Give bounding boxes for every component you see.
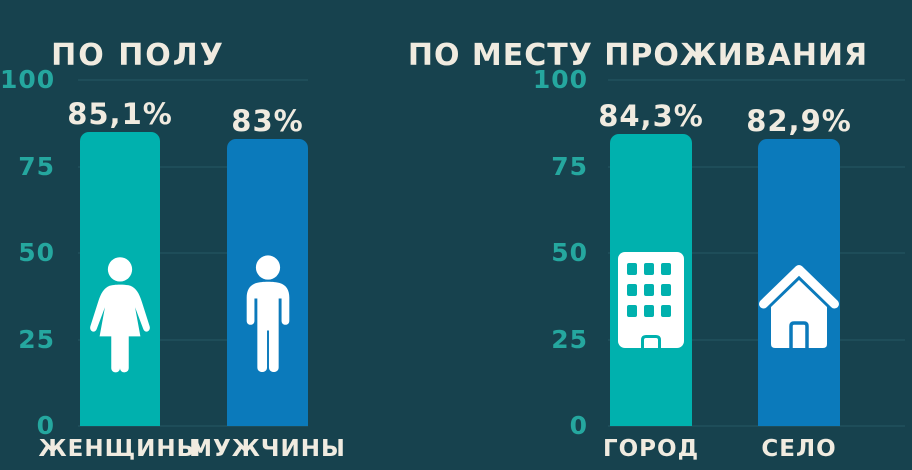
gridline [78, 252, 308, 254]
value-label: 85,1% [67, 96, 173, 131]
building-icon [618, 252, 684, 348]
bar-men: 83% [227, 106, 308, 426]
gridline [608, 425, 905, 427]
house-icon [759, 265, 839, 348]
category-label-men: МУЖЧИНЫ [189, 436, 346, 462]
y-tick-label: 0 [569, 411, 588, 440]
bar-column-village: 82,9% СЕЛО [746, 80, 851, 461]
y-tick-label: 100 [0, 65, 56, 94]
gridline [78, 425, 308, 427]
category-label-village: СЕЛО [761, 436, 837, 462]
chart-by-gender: ПО ПОЛУ 100 75 50 25 0 85,1% [0, 37, 345, 461]
chart-by-residence: ПО МЕСТУ ПРОЖИВАНИЯ 100 75 50 25 0 84,3% [408, 0, 912, 470]
value-label: 82,9% [746, 104, 852, 139]
bar-column-men: 83% МУЖЧИНЫ [189, 80, 345, 460]
bar-village: 82,9% [746, 107, 851, 426]
category-label-women: ЖЕНЩИНЫ [38, 436, 202, 462]
gridline [78, 338, 308, 341]
chart-title: ПО МЕСТУ ПРОЖИВАНИЯ [407, 37, 869, 73]
y-tick-label: 25 [18, 324, 55, 354]
gridline [608, 79, 905, 81]
bar-city: 84,3% [598, 102, 703, 426]
y-tick-label: 0 [36, 411, 55, 440]
y-tick-label: 75 [551, 151, 588, 181]
chart-title: ПО ПОЛУ [51, 37, 225, 73]
bar-column-women: 85,1% ЖЕНЩИНЫ [39, 80, 201, 460]
gridline [78, 165, 308, 168]
y-axis: 100 75 50 25 0 [456, 67, 588, 438]
bar-women: 85,1% [67, 99, 172, 426]
plot-area: 85,1% ЖЕНЩИНЫ 83% [39, 79, 345, 461]
y-tick-label: 50 [551, 238, 588, 267]
gridline [608, 252, 905, 254]
value-label: 84,3% [598, 99, 704, 134]
gridline [78, 79, 308, 81]
value-label: 83% [231, 103, 304, 138]
man-icon [246, 255, 289, 373]
y-tick-label: 75 [18, 151, 55, 181]
y-tick-label: 25 [551, 324, 588, 354]
plot-area: 84,3% [598, 79, 905, 461]
category-label-city: ГОРОД [602, 436, 700, 462]
y-tick-label: 100 [532, 65, 588, 94]
woman-icon [90, 257, 150, 373]
gridline [608, 165, 905, 168]
gridline [608, 338, 905, 341]
bar-column-city: 84,3% [598, 80, 703, 461]
y-axis: 100 75 50 25 0 [0, 67, 55, 438]
y-tick-label: 50 [18, 238, 55, 267]
